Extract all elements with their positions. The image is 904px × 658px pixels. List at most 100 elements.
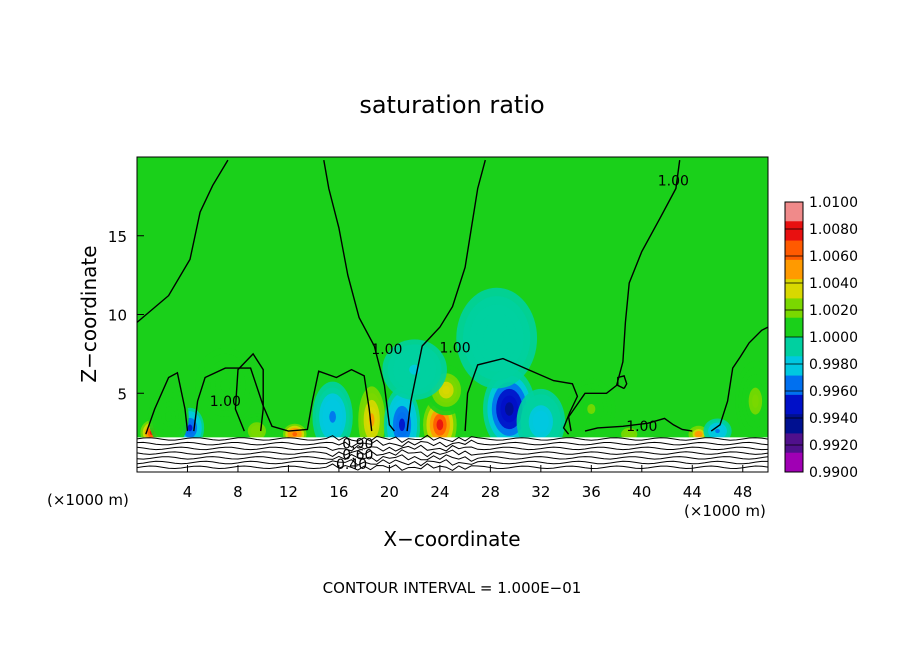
x-tick-label: 16: [329, 483, 348, 501]
field-cell: [587, 403, 596, 415]
colorbar-label: 1.0020: [809, 303, 858, 319]
field-cell: [220, 379, 231, 392]
contour-line: [234, 352, 264, 432]
field-cell: [398, 418, 406, 432]
x-unit-right: (×1000 m): [684, 502, 766, 520]
field-cell: [292, 432, 298, 437]
field-anomaly: [735, 360, 768, 442]
x-tick-label: 44: [683, 483, 702, 501]
terrain-contour-line: [137, 439, 768, 448]
field-cell: [504, 402, 514, 416]
x-tick-label: 32: [531, 483, 550, 501]
y-tick-label: 10: [108, 307, 127, 325]
colorbar-label: 1.0080: [809, 222, 858, 238]
contour-label: 1.00: [371, 342, 402, 358]
contour-label: 0.60: [342, 447, 373, 463]
contour-label: 0.40: [336, 457, 367, 473]
colorbar-swatch: [785, 221, 803, 242]
field-cell: [626, 432, 632, 437]
contour-line: [584, 417, 693, 432]
colorbar-label: 1.0100: [809, 195, 858, 211]
terrain-contour-line: [137, 459, 768, 467]
field-anomaly: [382, 339, 447, 400]
terrain-contour-line: [137, 449, 768, 458]
field-cell: [436, 419, 444, 431]
colorbar-label: 0.9980: [809, 357, 858, 373]
field-cell: [165, 411, 172, 422]
y-tick-label: 15: [108, 228, 127, 246]
colorbar-label: 0.9940: [809, 411, 858, 427]
field-anomaly: [456, 287, 538, 389]
contour-line: [567, 160, 681, 432]
colorbar: 1.0100 1.0080 1.0060 1.0040 1.0020 1.0000 0.99…: [784, 195, 858, 481]
contour-line: [137, 159, 229, 323]
contour-layer: [137, 159, 768, 435]
x-axis: 4 8 12 16 20 24 28 32 36 40 44 48: [183, 465, 752, 501]
x-tick-label: 48: [733, 483, 752, 501]
y-axis-label: Z−coordinate: [77, 245, 101, 382]
field-anomaly: [148, 386, 189, 448]
field-cell: [752, 394, 759, 408]
ground-layer: [137, 434, 768, 472]
field-anomaly: [312, 381, 353, 453]
colorbar-swatch: [785, 394, 803, 415]
colorbar-swatch: [785, 433, 803, 454]
contour-line: [406, 159, 486, 432]
colorbar-swatch: [785, 259, 803, 280]
contour-line: [710, 326, 768, 432]
contour-line: [145, 371, 189, 435]
plot-area: 1.00 1.00 1.00 1.00 1.00 0.900.600.40: [136, 156, 769, 473]
field-cell: [536, 416, 545, 428]
field-cell: [696, 432, 701, 436]
colorbar-label: 1.0060: [809, 249, 858, 265]
field-cell: [442, 385, 450, 395]
x-tick-label: 36: [582, 483, 601, 501]
x-tick-label: 8: [233, 483, 243, 501]
contour-line: [323, 159, 395, 432]
colorbar-swatch: [785, 452, 803, 473]
contour-label: 0.90: [342, 436, 373, 452]
colorbar-label: 0.9960: [809, 384, 858, 400]
colorbar-swatch: [785, 337, 803, 357]
contour-label: 1.00: [658, 173, 689, 189]
x-tick-label: 24: [430, 483, 449, 501]
field-cell: [187, 424, 193, 432]
colorbar-swatch: [785, 279, 803, 299]
field-cell: [329, 410, 336, 423]
x-unit-left: (×1000 m): [47, 491, 129, 509]
x-tick-label: 20: [380, 483, 399, 501]
colorbar-label: 0.9900: [809, 465, 858, 481]
field-anomaly: [195, 347, 256, 424]
colorbar-label: 1.0040: [809, 276, 858, 292]
contour-label-layer: 1.00 1.00 1.00 1.00 1.00 0.900.600.40: [210, 173, 689, 473]
contour-line: [193, 367, 373, 432]
colorbar-swatch: [785, 298, 803, 319]
colorbar-swatch: [785, 202, 803, 222]
contour-interval-footer: CONTOUR INTERVAL = 1.000E−01: [323, 579, 582, 597]
field-cell: [253, 428, 260, 434]
terrain-contour-line: [137, 463, 768, 471]
colorbar-swatch: [785, 240, 803, 261]
field-anomaly: [703, 418, 732, 444]
contour-line: [617, 375, 628, 390]
terrain-contour-line: [137, 434, 768, 444]
contour-label: 1.00: [210, 394, 241, 410]
colorbar-swatch: [785, 414, 803, 434]
x-tick-label: 28: [481, 483, 500, 501]
x-tick-label: 40: [632, 483, 651, 501]
contour-label: 1.00: [439, 340, 470, 356]
terrain-contour-line: [137, 444, 768, 452]
colorbar-swatch: [785, 317, 803, 338]
colorbar-label: 0.9920: [809, 438, 858, 454]
y-tick-label: 5: [117, 385, 127, 403]
x-tick-label: 12: [279, 483, 298, 501]
contour-label: 1.00: [626, 419, 657, 435]
x-tick-label: 4: [183, 483, 193, 501]
colorbar-swatch: [785, 375, 803, 396]
terrain-contour-line: [137, 453, 768, 463]
y-axis: 5 10 15: [108, 228, 144, 403]
contour-line: [464, 357, 579, 435]
field-cell: [715, 428, 720, 434]
x-axis-label: X−coordinate: [383, 527, 520, 551]
